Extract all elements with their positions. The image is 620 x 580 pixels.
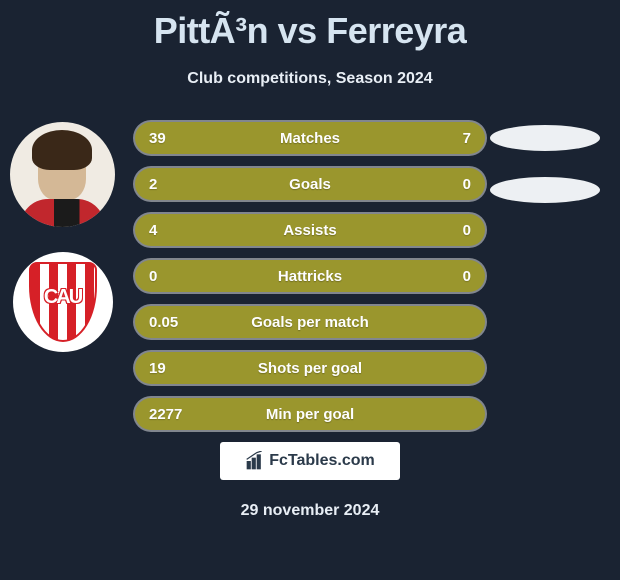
- club-shield: CAU: [29, 262, 97, 342]
- stat-row: 39 Matches 7: [135, 122, 485, 154]
- stat-right-value: 0: [463, 222, 471, 239]
- club-shield-letters: CAU: [31, 286, 95, 309]
- stat-right-value: 0: [463, 268, 471, 285]
- stat-row: 2277 Min per goal: [135, 398, 485, 430]
- stat-row: 19 Shots per goal: [135, 352, 485, 384]
- stat-left-value: 4: [149, 222, 157, 239]
- page-subtitle: Club competitions, Season 2024: [0, 70, 620, 88]
- stat-label: Min per goal: [266, 406, 354, 423]
- page-title: PittÃ³n vs Ferreyra: [0, 0, 620, 52]
- stat-label: Goals per match: [251, 314, 369, 331]
- left-image-column: CAU: [10, 122, 115, 352]
- player1-jersey: [20, 199, 105, 227]
- stat-right-value: 0: [463, 176, 471, 193]
- footer-date: 29 november 2024: [0, 502, 620, 520]
- club-badge: CAU: [13, 252, 113, 352]
- stat-left-value: 0: [149, 268, 157, 285]
- stat-label: Goals: [289, 176, 331, 193]
- brand-link[interactable]: FcTables.com: [220, 442, 400, 480]
- stat-left-value: 0.05: [149, 314, 178, 331]
- brand-label: FcTables.com: [269, 452, 375, 470]
- stat-label: Hattricks: [278, 268, 342, 285]
- player2-avatar-placeholder: [490, 125, 600, 151]
- player1-avatar: [10, 122, 115, 227]
- stat-left-value: 2277: [149, 406, 182, 423]
- stat-label: Matches: [280, 130, 340, 147]
- right-placeholder-column: [490, 125, 600, 203]
- stat-left-value: 2: [149, 176, 157, 193]
- stat-left-value: 39: [149, 130, 166, 147]
- stats-list: 39 Matches 7 2 Goals 0 4 Assists 0 0 Hat…: [135, 122, 485, 430]
- stat-row: 2 Goals 0: [135, 168, 485, 200]
- chart-icon: [245, 451, 265, 471]
- stat-label: Assists: [283, 222, 336, 239]
- stat-row: 4 Assists 0: [135, 214, 485, 246]
- stat-row: 0.05 Goals per match: [135, 306, 485, 338]
- player2-badge-placeholder: [490, 177, 600, 203]
- stat-label: Shots per goal: [258, 360, 362, 377]
- stat-row: 0 Hattricks 0: [135, 260, 485, 292]
- stat-right-value: 7: [463, 130, 471, 147]
- stat-left-value: 19: [149, 360, 166, 377]
